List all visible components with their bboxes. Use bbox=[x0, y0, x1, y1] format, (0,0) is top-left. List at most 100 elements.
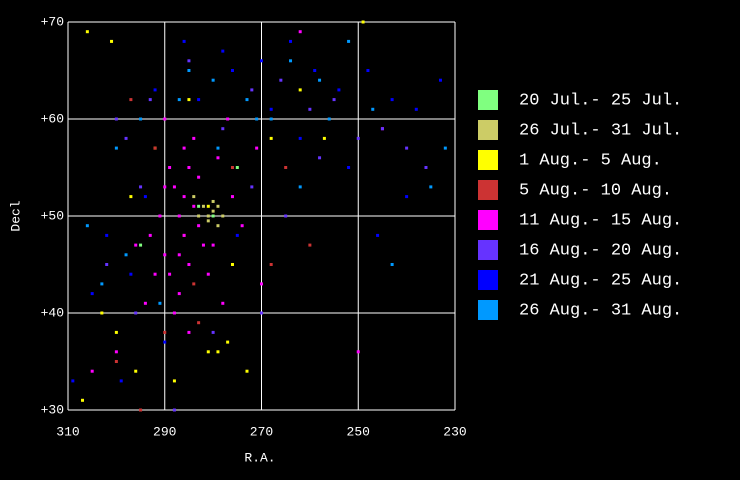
point bbox=[187, 98, 191, 102]
point bbox=[230, 69, 234, 72]
point bbox=[182, 195, 186, 199]
legend-label: 20 Jul.- 25 Jul. bbox=[519, 91, 682, 110]
y-tick-label: +30 bbox=[41, 402, 64, 417]
point bbox=[177, 214, 181, 218]
point bbox=[192, 204, 196, 208]
point bbox=[182, 146, 186, 150]
point bbox=[255, 117, 259, 121]
point bbox=[197, 98, 201, 102]
point bbox=[269, 107, 273, 111]
point bbox=[139, 117, 143, 121]
point bbox=[245, 369, 249, 373]
point bbox=[187, 69, 191, 72]
point bbox=[211, 78, 215, 82]
point bbox=[90, 292, 94, 296]
point bbox=[143, 195, 147, 199]
point bbox=[163, 117, 167, 121]
point bbox=[139, 408, 143, 412]
legend-swatch bbox=[478, 210, 498, 230]
point bbox=[197, 224, 201, 228]
point bbox=[284, 166, 288, 169]
point bbox=[221, 127, 225, 131]
point bbox=[114, 146, 118, 150]
point bbox=[129, 98, 133, 102]
point bbox=[124, 136, 128, 140]
point bbox=[211, 214, 215, 218]
legend-label: 16 Aug.- 20 Aug. bbox=[519, 241, 682, 260]
point bbox=[105, 263, 109, 266]
point bbox=[177, 253, 181, 257]
point bbox=[163, 253, 167, 257]
point bbox=[148, 233, 152, 237]
x-tick-label: 250 bbox=[347, 424, 370, 439]
point bbox=[114, 330, 118, 334]
point bbox=[201, 204, 205, 208]
point bbox=[226, 117, 230, 121]
point bbox=[143, 301, 147, 305]
point bbox=[124, 253, 128, 257]
legend-swatch bbox=[478, 180, 498, 200]
point bbox=[187, 263, 191, 266]
point bbox=[182, 39, 186, 43]
point bbox=[260, 59, 263, 63]
point bbox=[230, 166, 234, 169]
point bbox=[230, 195, 234, 199]
point bbox=[327, 117, 331, 121]
point bbox=[230, 263, 234, 266]
point bbox=[221, 214, 225, 218]
point bbox=[298, 30, 302, 34]
point bbox=[284, 214, 288, 218]
point bbox=[308, 107, 312, 111]
point bbox=[405, 146, 409, 150]
point bbox=[356, 350, 360, 354]
legend-swatch bbox=[478, 270, 498, 290]
point bbox=[269, 263, 273, 266]
point bbox=[85, 224, 89, 228]
point bbox=[347, 166, 351, 169]
point bbox=[226, 340, 230, 344]
point bbox=[206, 350, 210, 354]
point bbox=[177, 98, 181, 102]
point bbox=[356, 136, 360, 140]
point bbox=[105, 233, 109, 237]
legend-label: 5 Aug.- 10 Aug. bbox=[519, 181, 672, 200]
point bbox=[163, 330, 167, 334]
point bbox=[298, 88, 302, 92]
point bbox=[211, 243, 215, 247]
point bbox=[260, 282, 263, 286]
point bbox=[114, 117, 118, 121]
point bbox=[206, 219, 210, 223]
point bbox=[85, 30, 89, 34]
point bbox=[172, 185, 176, 189]
point bbox=[245, 98, 249, 102]
point bbox=[197, 175, 201, 179]
point bbox=[313, 69, 317, 72]
point bbox=[153, 146, 157, 150]
point bbox=[182, 233, 186, 237]
point bbox=[163, 340, 167, 344]
point bbox=[211, 330, 215, 334]
point bbox=[201, 243, 205, 247]
legend-label: 26 Aug.- 31 Aug. bbox=[519, 301, 682, 320]
point bbox=[298, 136, 302, 140]
point bbox=[390, 263, 394, 266]
point bbox=[216, 224, 220, 228]
point bbox=[197, 204, 201, 208]
point bbox=[216, 204, 220, 208]
point bbox=[424, 166, 428, 169]
x-axis-label: R.A. bbox=[244, 450, 275, 465]
legend-swatch bbox=[478, 150, 498, 170]
point bbox=[129, 195, 133, 199]
point bbox=[81, 398, 85, 402]
legend-label: 21 Aug.- 25 Aug. bbox=[519, 271, 682, 290]
point bbox=[250, 185, 254, 189]
point bbox=[337, 88, 341, 92]
point bbox=[347, 39, 351, 43]
y-tick-label: +70 bbox=[41, 14, 64, 29]
point bbox=[216, 156, 220, 160]
point bbox=[168, 166, 172, 169]
point bbox=[163, 185, 167, 189]
point bbox=[187, 330, 191, 334]
y-tick-label: +40 bbox=[41, 305, 64, 320]
